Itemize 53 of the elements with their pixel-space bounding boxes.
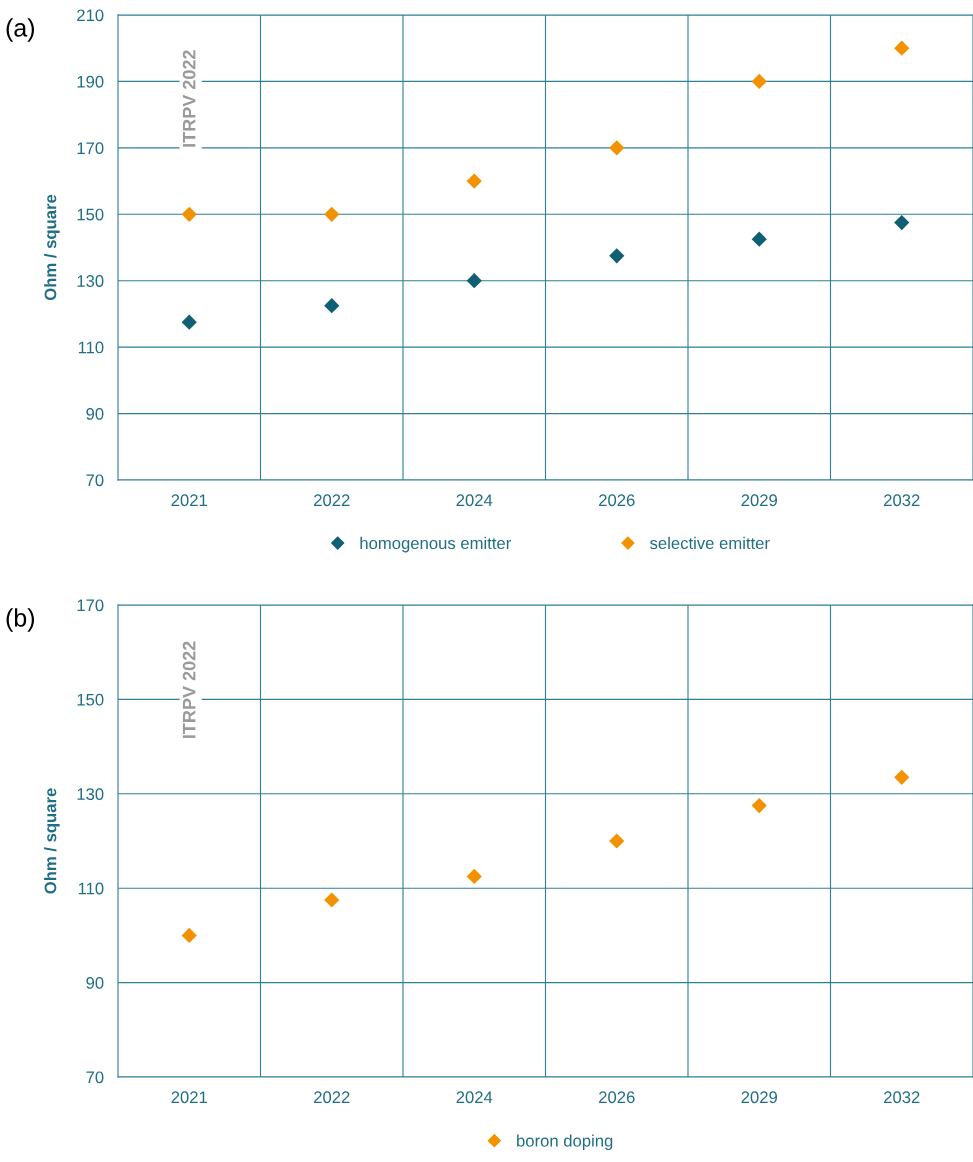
y-axis-title: Ohm / square — [44, 194, 60, 301]
x-tick-label: 2029 — [741, 494, 777, 507]
point — [324, 892, 340, 908]
point — [181, 206, 197, 222]
x-tick-label: 2032 — [884, 494, 920, 507]
legend-label: selective emitter — [650, 536, 770, 550]
point — [894, 40, 910, 56]
y-tick-label: 90 — [86, 407, 104, 420]
legend-label: homogenous emitter — [360, 536, 511, 553]
x-tick-label: 2022 — [314, 1091, 350, 1104]
x-tick-label: 2032 — [884, 1091, 920, 1104]
y-tick-label: 170 — [77, 142, 104, 155]
y-tick-label: 70 — [86, 1071, 104, 1084]
point — [181, 927, 197, 944]
point — [894, 769, 910, 785]
point — [751, 73, 767, 90]
y-tick-label: 150 — [77, 693, 104, 706]
point — [466, 173, 482, 189]
y-tick-label: 110 — [78, 882, 104, 895]
y-tick-label: 150 — [77, 208, 104, 221]
x-tick-label: 2022 — [314, 494, 350, 507]
legend-label: boron doping — [517, 1134, 613, 1151]
x-tick-label: 2021 — [171, 494, 207, 507]
x-tick-label: 2021 — [171, 1091, 207, 1104]
point — [181, 314, 197, 330]
point — [751, 231, 767, 247]
y-tick-label: 90 — [86, 977, 104, 989]
annotation: ITRPV 2022 — [182, 50, 196, 147]
x-tick-label: 2024 — [456, 494, 493, 507]
x-tick-label: 2026 — [599, 494, 635, 507]
point — [466, 868, 482, 885]
point — [894, 214, 910, 231]
y-tick-label: 70 — [86, 474, 104, 487]
point — [609, 248, 625, 264]
x-tick-label: 2026 — [599, 1091, 635, 1104]
y-tick-label: 190 — [77, 75, 104, 88]
x-tick-label: 2024 — [456, 1091, 493, 1104]
point — [324, 298, 340, 314]
y-tick-label: 110 — [78, 341, 104, 354]
annotation: ITRPV 2022 — [182, 641, 196, 738]
text: (a) — [6, 18, 34, 42]
y-tick-label: 170 — [77, 599, 104, 612]
y-axis-title: Ohm / square — [44, 788, 60, 894]
y-tick-label: 130 — [77, 275, 104, 287]
text: (b) — [6, 608, 34, 632]
x-tick-label: 2029 — [741, 1091, 777, 1104]
point — [609, 140, 625, 156]
point — [609, 833, 625, 849]
y-tick-label: 210 — [77, 9, 104, 22]
point — [466, 273, 482, 289]
point — [324, 206, 340, 222]
point — [751, 797, 767, 814]
y-tick-label: 130 — [77, 788, 104, 800]
